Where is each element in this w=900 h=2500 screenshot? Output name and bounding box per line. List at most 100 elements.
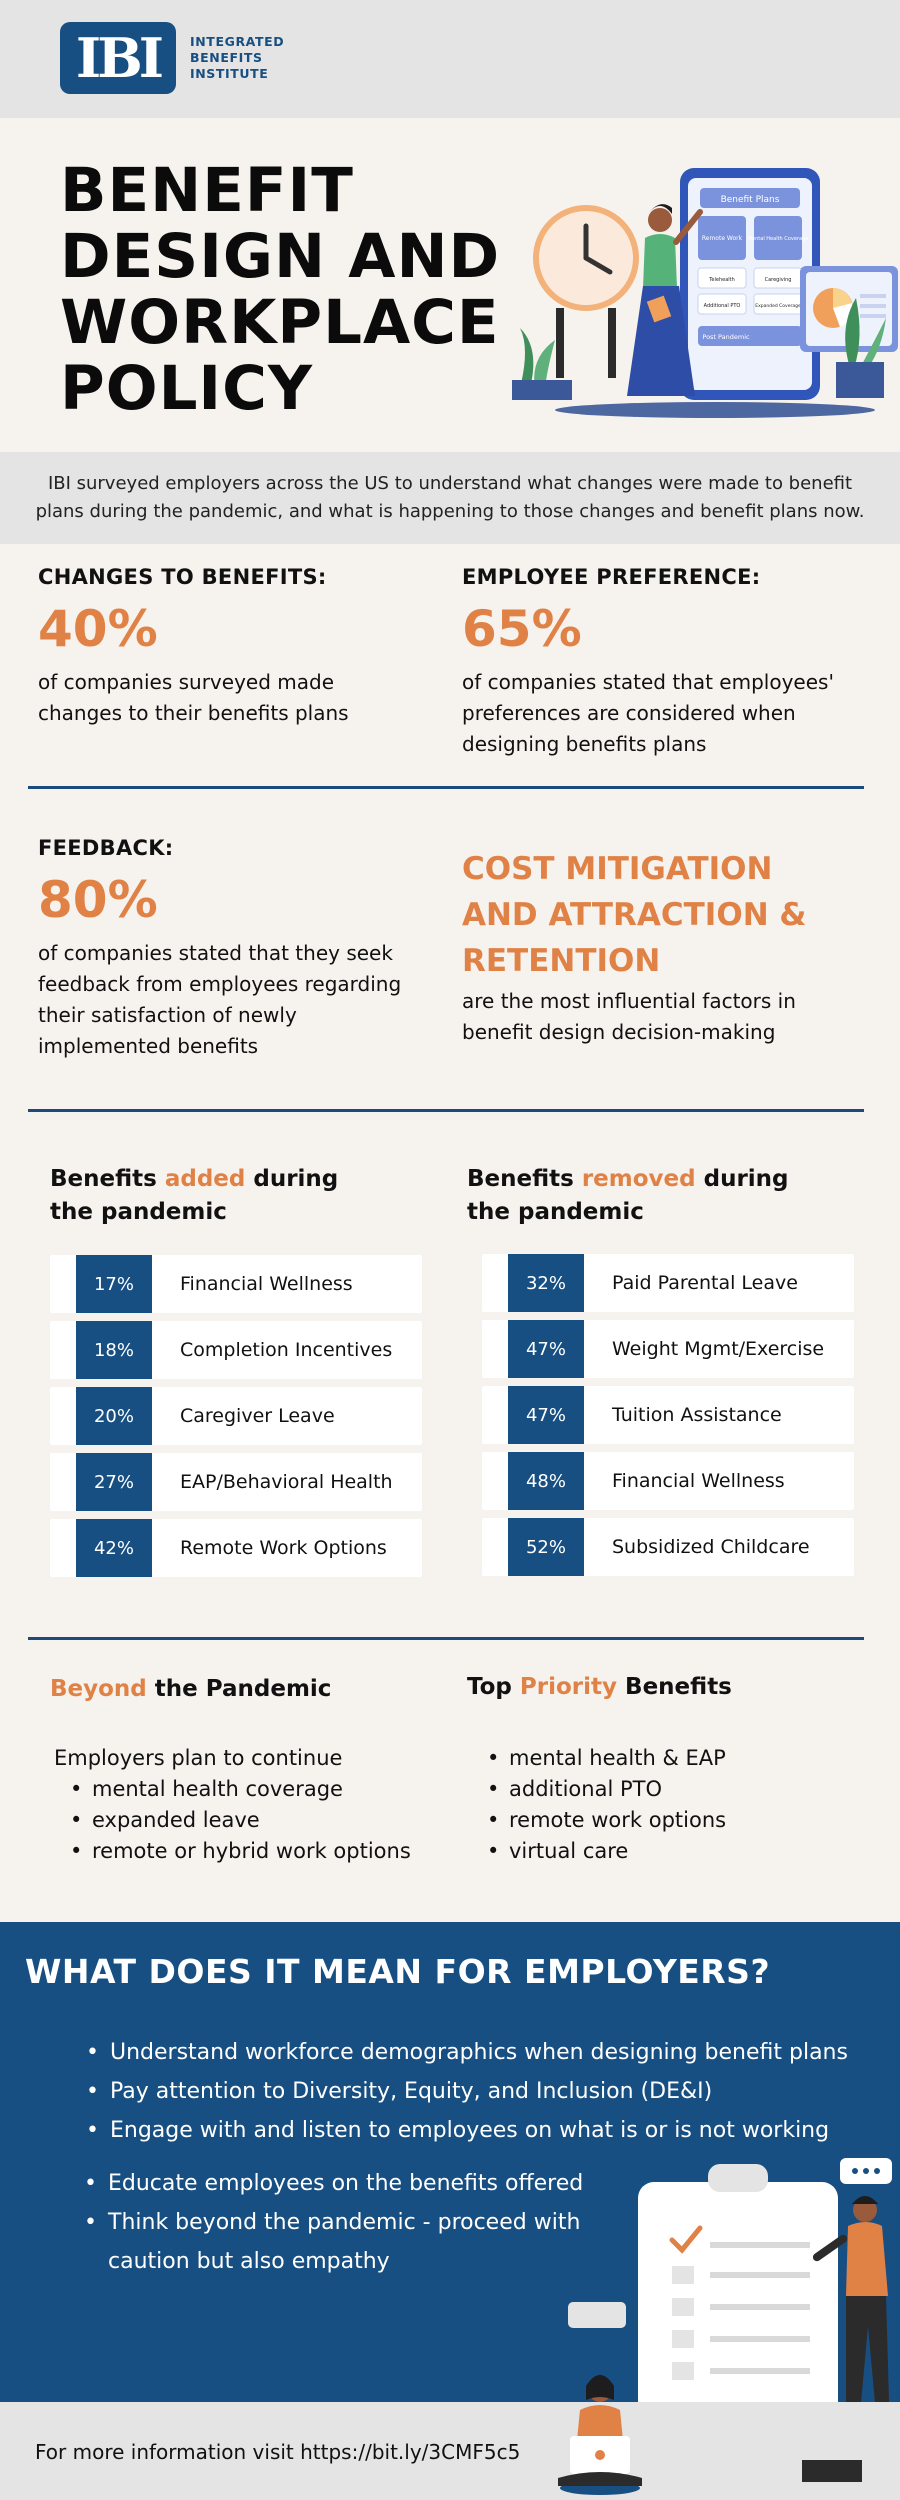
title-line: POLICY	[60, 353, 314, 424]
benefits-added-heading: Benefits added during the pandemic	[50, 1163, 338, 1229]
benefit-name: Paid Parental Leave	[612, 1272, 798, 1294]
list-item: 27% EAP/Behavioral Health	[50, 1453, 422, 1511]
heading-accent: added	[164, 1166, 246, 1192]
stat-label: EMPLOYEE PREFERENCE:	[462, 565, 761, 589]
stat-preference: EMPLOYEE PREFERENCE: 65% of companies st…	[462, 565, 834, 760]
logo-wordmark: INTEGRATED BENEFITS INSTITUTE	[190, 34, 284, 82]
heading-text: during	[695, 1166, 789, 1192]
employers-list-b: Educate employees on the benefits offere…	[76, 2164, 583, 2281]
benefits-removed-list: 32% Paid Parental Leave 47% Weight Mgmt/Ex…	[482, 1254, 854, 1584]
desc-line: their satisfaction of newly	[38, 1003, 297, 1027]
list-item: Think beyond the pandemic - proceed with	[76, 2203, 583, 2242]
desc-line: of companies stated that they seek	[38, 941, 393, 965]
logo-line: INSTITUTE	[190, 66, 269, 81]
title-line: WORKPLACE	[60, 287, 500, 358]
stat-changes: CHANGES TO BENEFITS: 40% of companies su…	[38, 565, 349, 729]
desc-line: feedback from employees regarding	[38, 972, 402, 996]
stat-cost: COST MITIGATION AND ATTRACTION & RETENTI…	[462, 846, 806, 1048]
stat-value: 40%	[38, 600, 158, 658]
cost-title-line: RETENTION	[462, 943, 661, 979]
phone-cell-label: Expanded Coverage	[755, 303, 801, 309]
desc-line: of companies stated that employees'	[462, 670, 834, 694]
list-item: 18% Completion Incentives	[50, 1321, 422, 1379]
intro-line: IBI surveyed employers across the US to …	[47, 473, 853, 494]
priority-list: mental health & EAP additional PTO remot…	[471, 1743, 726, 1867]
heading-text: Benefits	[50, 1166, 165, 1192]
heading-text: the pandemic	[50, 1199, 227, 1225]
desc-line: are the most influential factors in	[462, 989, 796, 1013]
beyond-list: mental health coverage expanded leave re…	[54, 1774, 411, 1867]
benefit-name: Weight Mgmt/Exercise	[612, 1338, 825, 1360]
phone-footer-label: Post Pandemic	[702, 333, 750, 341]
list-item: Pay attention to Diversity, Equity, and …	[78, 2072, 848, 2111]
heading-text: Benefits	[617, 1674, 732, 1700]
stat-description: are the most influential factors in bene…	[462, 986, 806, 1048]
intro-banner: IBI surveyed employers across the US to …	[0, 452, 900, 544]
heading-text: Benefits	[467, 1166, 582, 1192]
footer-bar: For more information visit https://bit.l…	[0, 2402, 900, 2500]
heading-text: during	[245, 1166, 339, 1192]
footer-link-text: For more information visit https://bit.l…	[35, 2440, 521, 2464]
benefit-percent: 27%	[76, 1453, 152, 1511]
benefit-percent: 52%	[508, 1518, 584, 1576]
stat-label: FEEDBACK:	[38, 836, 174, 860]
heading-accent: Priority	[519, 1674, 618, 1700]
phone-cell-label: Caregiving	[765, 277, 792, 283]
list-item: 47% Weight Mgmt/Exercise	[482, 1320, 854, 1378]
priority-heading: Top Priority Benefits	[467, 1674, 732, 1700]
benefit-name: Financial Wellness	[180, 1273, 353, 1295]
list-item: 52% Subsidized Childcare	[482, 1518, 854, 1576]
page-title: BENEFIT DESIGN AND WORKPLACE POLICY	[60, 158, 500, 422]
beyond-heading: Beyond the Pandemic	[50, 1676, 331, 1702]
desc-line: preferences are considered when	[462, 701, 796, 725]
phone-cell-label: Mental Health Coverage	[748, 236, 809, 242]
benefit-percent: 18%	[76, 1321, 152, 1379]
desc-line: designing benefits plans	[462, 732, 707, 756]
benefit-percent: 17%	[76, 1255, 152, 1313]
desc-line: implemented benefits	[38, 1034, 259, 1058]
header-bar: IBI INTEGRATED BENEFITS INSTITUTE	[0, 0, 900, 118]
logo-line: INTEGRATED	[190, 34, 285, 49]
beyond-intro: Employers plan to continue	[54, 1746, 343, 1770]
logo-line: BENEFITS	[190, 50, 263, 65]
benefit-name: EAP/Behavioral Health	[180, 1471, 393, 1493]
desc-line: changes to their benefits plans	[38, 701, 349, 725]
list-item: 17% Financial Wellness	[50, 1255, 422, 1313]
stat-feedback: FEEDBACK: 80% of companies stated that t…	[38, 836, 401, 1062]
section-divider	[28, 1637, 864, 1640]
list-item: additional PTO	[471, 1774, 726, 1805]
list-item-continuation: caution but also empathy	[108, 2249, 390, 2274]
section-divider	[28, 786, 864, 789]
benefit-percent: 20%	[76, 1387, 152, 1445]
stat-value: 65%	[462, 600, 582, 658]
phone-cell-label: Additional PTO	[704, 303, 741, 309]
hero-illustration: Benefit Plans Remote Work Mental Health …	[512, 168, 898, 418]
heading-text: the Pandemic	[146, 1676, 332, 1702]
benefit-percent: 32%	[508, 1254, 584, 1312]
benefit-percent: 47%	[508, 1320, 584, 1378]
stat-description: of companies stated that they seek feedb…	[38, 938, 401, 1062]
employers-list-a: Understand workforce demographics when d…	[78, 2033, 848, 2150]
list-item: remote or hybrid work options	[54, 1836, 411, 1867]
stat-description: of companies stated that employees' pref…	[462, 667, 834, 760]
stat-description: of companies surveyed made changes to th…	[38, 667, 349, 729]
benefit-percent: 42%	[76, 1519, 152, 1577]
desc-line: benefit design decision-making	[462, 1020, 776, 1044]
heading-accent: Beyond	[50, 1676, 147, 1702]
heading-accent: removed	[581, 1166, 696, 1192]
list-item: Educate employees on the benefits offere…	[76, 2164, 583, 2203]
benefit-percent: 47%	[508, 1386, 584, 1444]
intro-line: plans during the pandemic, and what is h…	[35, 501, 865, 522]
benefit-percent: 48%	[508, 1452, 584, 1510]
heading-text: the pandemic	[467, 1199, 644, 1225]
cost-title: COST MITIGATION AND ATTRACTION & RETENTI…	[462, 846, 806, 984]
employers-title: WHAT DOES IT MEAN FOR EMPLOYERS?	[25, 1952, 771, 1991]
checklist-illustration	[568, 2158, 892, 2436]
list-item: 47% Tuition Assistance	[482, 1386, 854, 1444]
hero-section: BENEFIT DESIGN AND WORKPLACE POLICY Bene…	[0, 118, 900, 452]
desc-line: of companies surveyed made	[38, 670, 335, 694]
list-item: mental health & EAP	[471, 1743, 726, 1774]
heading-text: Top	[467, 1674, 520, 1700]
benefits-added-list: 17% Financial Wellness 18% Completion Ince…	[50, 1255, 422, 1585]
list-item: Engage with and listen to employees on w…	[78, 2111, 848, 2150]
